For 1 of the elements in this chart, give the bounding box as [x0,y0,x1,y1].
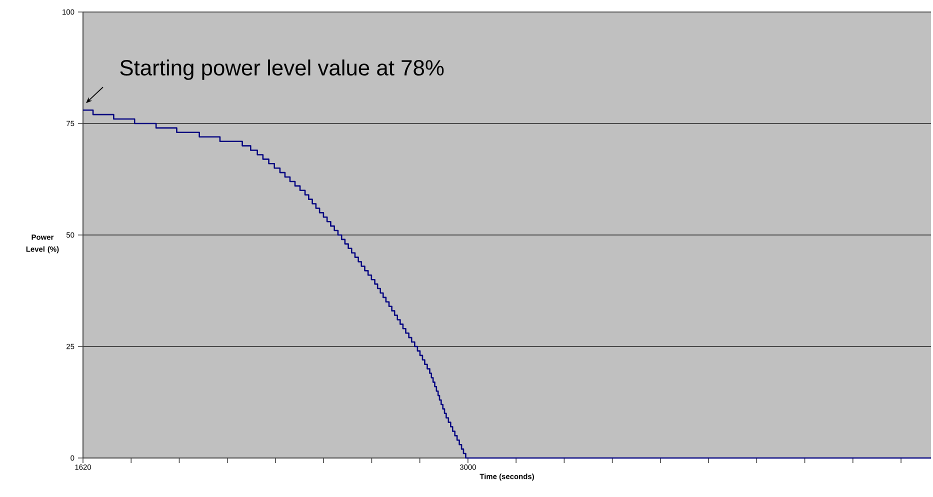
annotation: Starting power level value at 78% [120,59,444,80]
